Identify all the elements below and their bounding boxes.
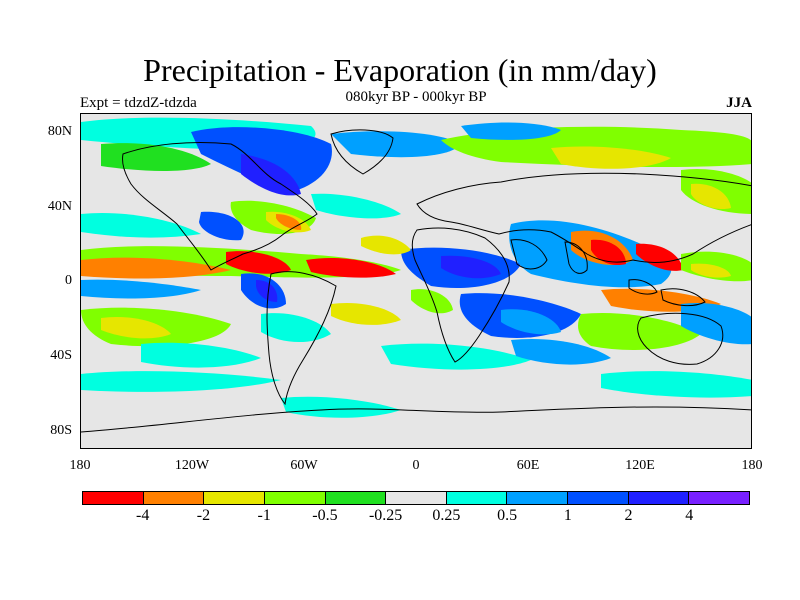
season-label: JJA <box>726 95 752 111</box>
field-patch <box>681 303 751 345</box>
coastline-north-america <box>122 141 318 271</box>
field-patch <box>501 309 561 335</box>
colorbar-swatch <box>446 492 508 504</box>
field-patch <box>101 143 211 171</box>
field-patch <box>578 312 701 350</box>
colorbar-swatch <box>386 492 447 504</box>
x-tick-label: 0 <box>412 458 420 473</box>
coastline-eurasia <box>416 172 751 263</box>
colorbar-swatch <box>689 492 750 504</box>
colorbar-swatch <box>628 492 690 504</box>
field-patch <box>331 302 401 325</box>
field-patch <box>306 257 396 278</box>
field-patch <box>331 131 461 158</box>
field-patch <box>551 146 671 169</box>
colorbar-label: 1 <box>563 507 572 524</box>
field-patch <box>441 255 501 279</box>
field-patch <box>411 289 453 314</box>
field-patch <box>261 313 331 343</box>
colorbar-swatch <box>264 492 326 504</box>
field-patch <box>636 243 683 271</box>
colorbar-swatch <box>507 492 569 504</box>
coastline-africa <box>411 227 510 363</box>
precip-evap-map <box>81 114 751 448</box>
colorbar-label: -0.25 <box>368 507 403 524</box>
colorbar-swatch <box>143 492 205 504</box>
y-tick-label: 80N <box>47 124 72 139</box>
field-patch <box>81 257 231 279</box>
field-patch <box>81 212 201 238</box>
colorbar-swatch <box>568 492 629 504</box>
field-patch <box>601 371 751 398</box>
colorbar-label: -1 <box>257 507 271 524</box>
field-patch <box>256 280 278 302</box>
y-tick-label: 80S <box>50 423 72 438</box>
colorbar-swatch <box>204 492 265 504</box>
field-patch <box>511 338 611 365</box>
field-patch <box>199 211 244 241</box>
coastline-antarctica <box>81 406 751 433</box>
field-patch <box>591 239 626 266</box>
coastline-india <box>564 241 588 274</box>
field-patch <box>691 183 731 210</box>
field-patch <box>691 263 731 278</box>
x-tick-label: 120W <box>174 458 210 473</box>
coastline-greenland <box>330 129 394 175</box>
coastline-australia <box>637 312 724 365</box>
field-patch <box>81 279 201 299</box>
y-tick-label: 0 <box>65 273 72 288</box>
field-patch <box>361 235 411 255</box>
colorbar-swatch <box>83 492 144 504</box>
field-patch <box>101 316 171 339</box>
coastline-new-guinea <box>660 288 706 307</box>
colorbar <box>82 491 750 505</box>
colorbar-label: -0.5 <box>312 507 338 524</box>
field-patch <box>226 251 291 274</box>
coastline-arabia <box>510 239 548 270</box>
field-patch <box>381 343 531 370</box>
field-patch <box>311 193 401 219</box>
x-tick-label: 180 <box>741 458 763 473</box>
coastline-borneo <box>628 279 658 295</box>
plot-subtitle: 080kyr BP - 000kyr BP <box>345 89 487 105</box>
colorbar-swatch <box>325 492 387 504</box>
map-panel <box>80 113 752 449</box>
y-tick-label: 40N <box>47 199 72 214</box>
field-patch <box>461 122 561 140</box>
field-patch <box>281 396 401 418</box>
x-tick-label: 60E <box>516 458 540 473</box>
colorbar-label: 4 <box>685 507 694 524</box>
field-patch <box>81 371 281 392</box>
x-tick-label: 120E <box>625 458 655 473</box>
field-patch <box>276 214 302 230</box>
colorbar-label: 2 <box>624 507 633 524</box>
y-tick-label: 40S <box>50 348 72 363</box>
x-tick-label: 60W <box>290 458 318 473</box>
colorbar-label: -4 <box>136 507 150 524</box>
colorbar-label: 0.5 <box>497 507 518 524</box>
coastlines <box>81 129 751 433</box>
field-patches <box>81 117 751 418</box>
field-patch <box>141 342 261 368</box>
plot-title: Precipitation - Evaporation (in mm/day) <box>143 52 657 88</box>
coastline-south-america <box>266 271 337 406</box>
colorbar-label: 0.25 <box>432 507 461 524</box>
experiment-label: Expt = tdzdZ-tdzda <box>80 95 197 111</box>
x-tick-label: 180 <box>69 458 91 473</box>
colorbar-label: -2 <box>196 507 211 524</box>
